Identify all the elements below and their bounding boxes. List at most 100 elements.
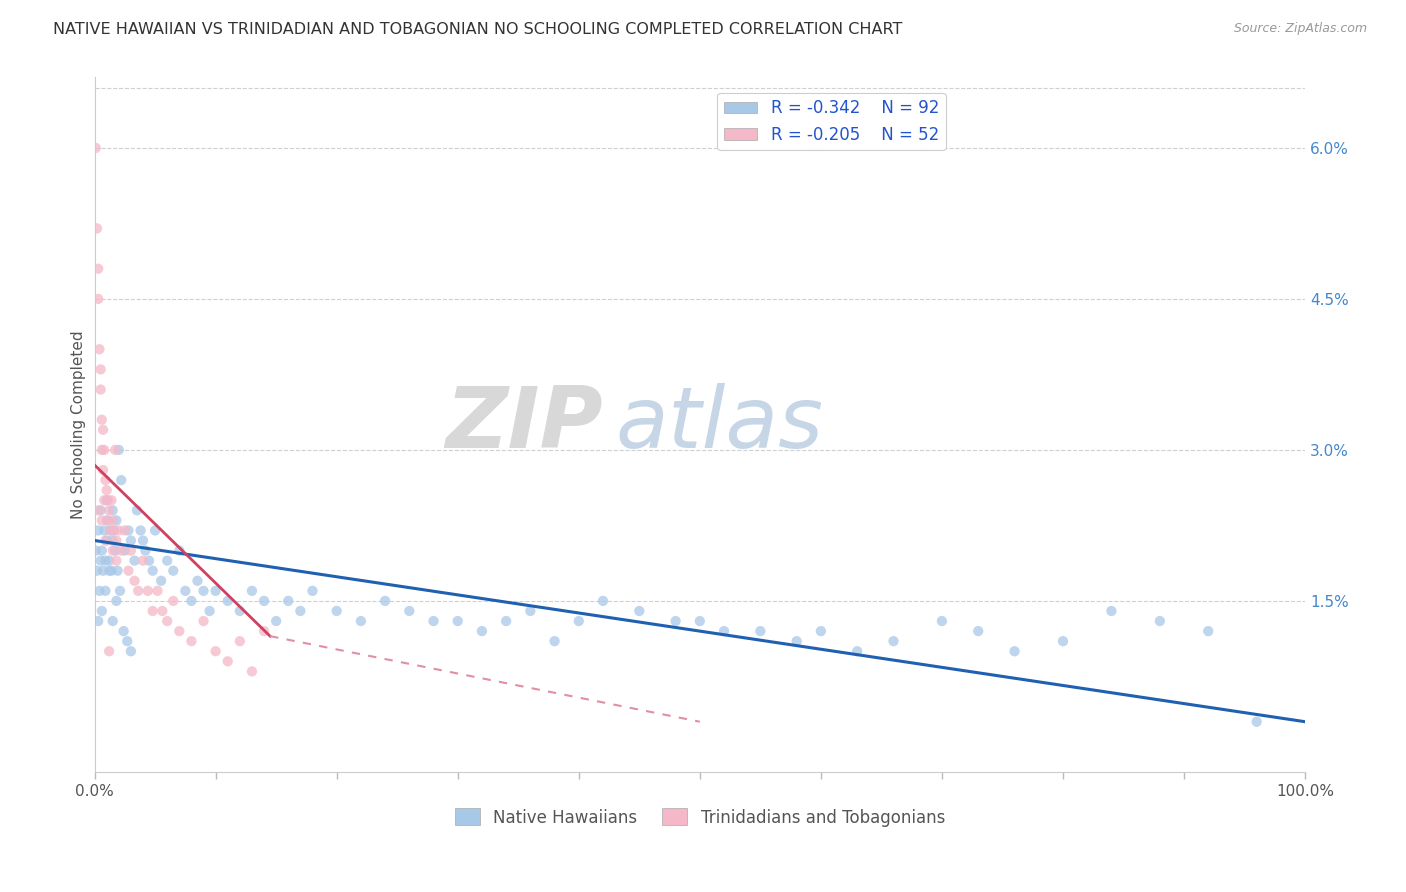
Point — [471, 624, 494, 639]
Point — [125, 503, 148, 517]
Point — [142, 604, 165, 618]
Point — [253, 594, 276, 608]
Point — [120, 543, 142, 558]
Y-axis label: No Schooling Completed: No Schooling Completed — [72, 330, 86, 519]
Point — [217, 654, 239, 668]
Point — [132, 533, 155, 548]
Point — [97, 493, 120, 508]
Point — [94, 533, 117, 548]
Point — [94, 473, 117, 487]
Point — [101, 533, 124, 548]
Point — [174, 583, 197, 598]
Point — [117, 524, 139, 538]
Point — [543, 634, 565, 648]
Point — [101, 503, 124, 517]
Point — [689, 614, 711, 628]
Point — [107, 524, 129, 538]
Point — [1246, 714, 1268, 729]
Point — [301, 583, 323, 598]
Point — [156, 554, 179, 568]
Point — [120, 533, 142, 548]
Point — [253, 624, 276, 639]
Point — [592, 594, 614, 608]
Point — [98, 554, 121, 568]
Point — [96, 513, 118, 527]
Legend: Native Hawaiians, Trinidadians and Tobagonians: Native Hawaiians, Trinidadians and Tobag… — [449, 802, 952, 833]
Point — [91, 564, 114, 578]
Point — [101, 543, 124, 558]
Point — [1004, 644, 1026, 658]
Point — [98, 564, 121, 578]
Point — [86, 564, 108, 578]
Point — [93, 524, 115, 538]
Point — [136, 583, 159, 598]
Point — [91, 423, 114, 437]
Point — [143, 524, 166, 538]
Text: Source: ZipAtlas.com: Source: ZipAtlas.com — [1233, 22, 1367, 36]
Point — [117, 634, 139, 648]
Point — [447, 614, 470, 628]
Point — [105, 554, 128, 568]
Point — [374, 594, 396, 608]
Point — [146, 583, 169, 598]
Point — [713, 624, 735, 639]
Point — [810, 624, 832, 639]
Point — [398, 604, 420, 618]
Point — [217, 594, 239, 608]
Point — [156, 614, 179, 628]
Point — [93, 493, 115, 508]
Point — [193, 583, 215, 598]
Point — [90, 503, 112, 517]
Point — [1052, 634, 1074, 648]
Point — [134, 543, 156, 558]
Point — [786, 634, 808, 648]
Point — [1197, 624, 1219, 639]
Point — [94, 554, 117, 568]
Point — [101, 513, 124, 527]
Point — [628, 604, 651, 618]
Point — [87, 503, 110, 517]
Point — [90, 383, 112, 397]
Point — [240, 583, 263, 598]
Point — [84, 141, 107, 155]
Point — [97, 513, 120, 527]
Point — [90, 442, 112, 457]
Point — [186, 574, 208, 588]
Point — [142, 564, 165, 578]
Point — [112, 624, 135, 639]
Point — [204, 644, 226, 658]
Point — [90, 604, 112, 618]
Point — [495, 614, 517, 628]
Point — [240, 665, 263, 679]
Point — [90, 554, 112, 568]
Point — [100, 564, 122, 578]
Point — [229, 634, 252, 648]
Point — [101, 614, 124, 628]
Point — [277, 594, 299, 608]
Point — [84, 543, 107, 558]
Point — [108, 583, 131, 598]
Point — [749, 624, 772, 639]
Point — [96, 483, 118, 498]
Point — [967, 624, 990, 639]
Point — [87, 614, 110, 628]
Point — [193, 614, 215, 628]
Point — [665, 614, 688, 628]
Point — [90, 513, 112, 527]
Point — [882, 634, 904, 648]
Point — [87, 524, 110, 538]
Point — [103, 524, 125, 538]
Point — [264, 614, 287, 628]
Point — [846, 644, 869, 658]
Text: ZIP: ZIP — [446, 384, 603, 467]
Text: atlas: atlas — [614, 384, 823, 467]
Point — [117, 564, 139, 578]
Point — [180, 634, 202, 648]
Point — [98, 644, 121, 658]
Point — [114, 524, 136, 538]
Point — [325, 604, 347, 618]
Point — [162, 594, 184, 608]
Point — [107, 442, 129, 457]
Point — [198, 604, 221, 618]
Point — [129, 524, 152, 538]
